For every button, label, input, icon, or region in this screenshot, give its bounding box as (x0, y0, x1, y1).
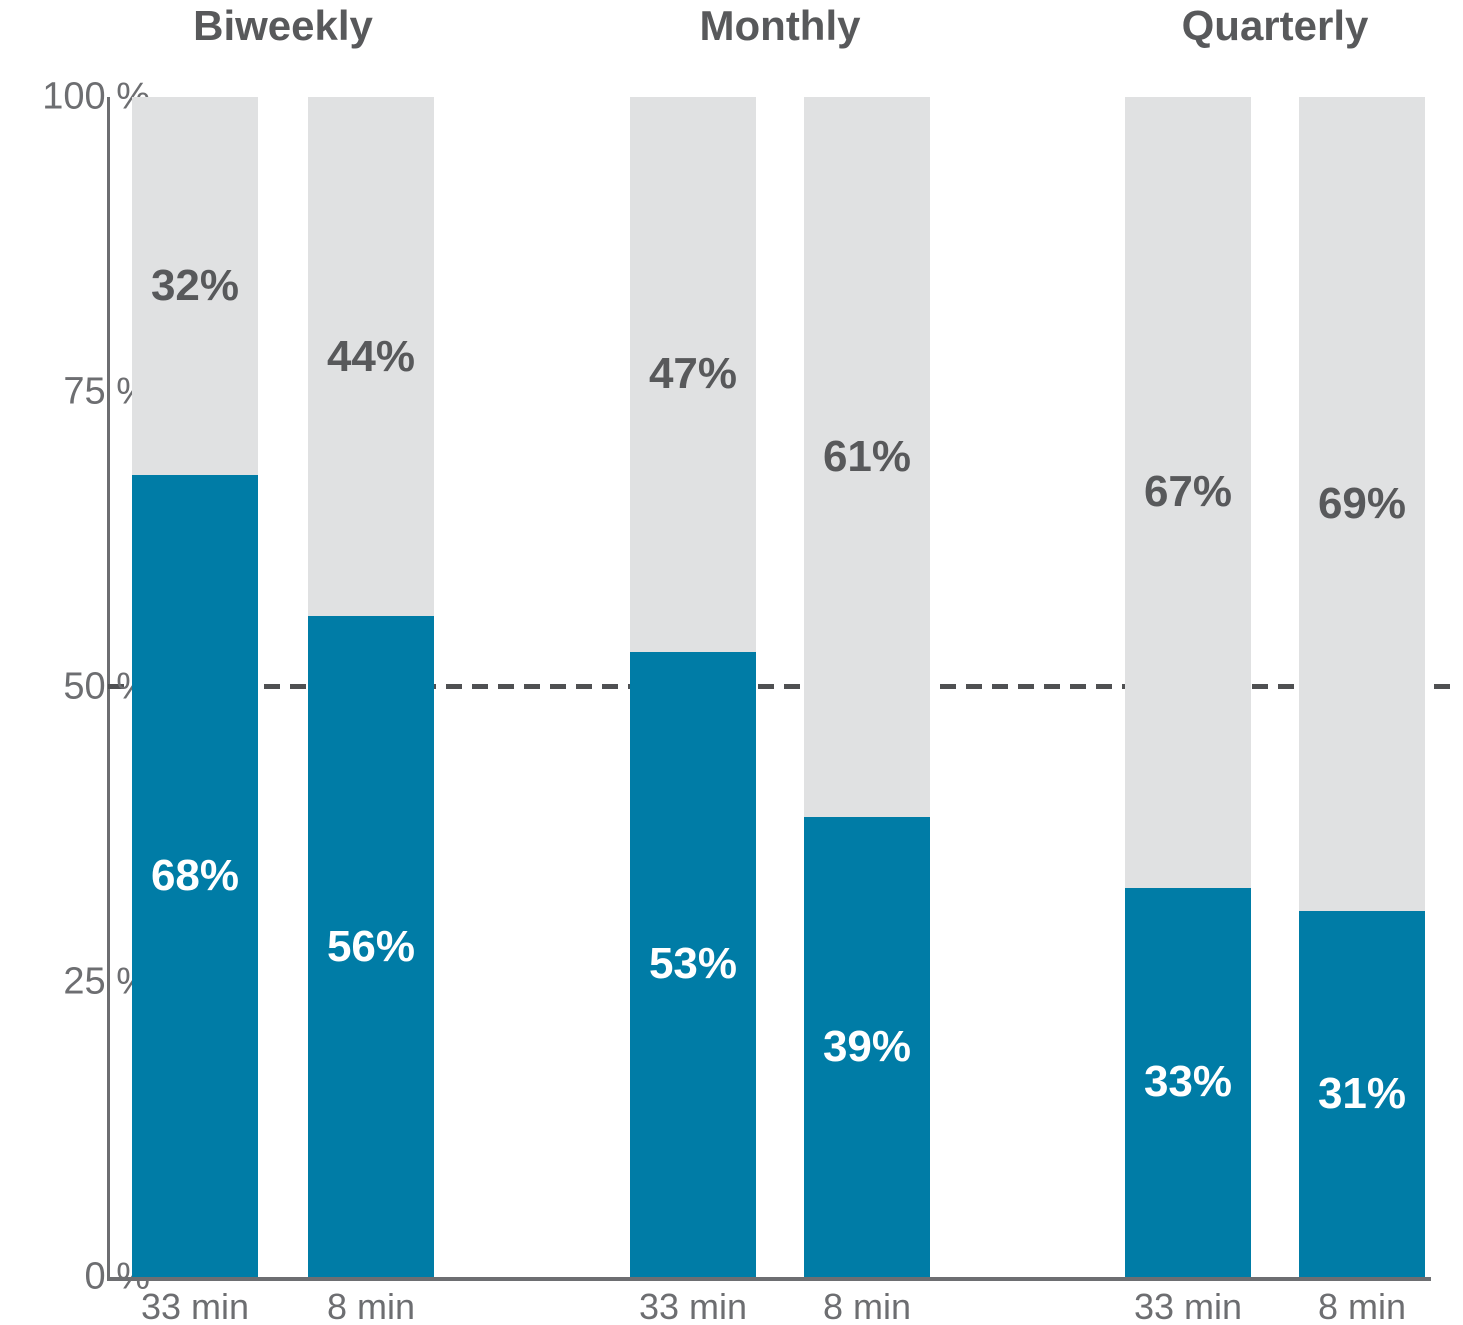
filled-segment-label: 31% (1317, 1069, 1407, 1119)
remainder-segment-label: 47% (648, 349, 738, 399)
remainder-segment-biweekly-8min: 44% (308, 97, 434, 617)
remainder-segment-label: 69% (1317, 479, 1407, 529)
bar-quarterly-8min: 69% 31% (1299, 97, 1425, 1277)
bar-quarterly-33min: 67% 33% (1125, 97, 1251, 1277)
y-tick-label-75: 75 % (63, 370, 150, 413)
remainder-segment-monthly-8min: 61% (804, 97, 930, 817)
remainder-segment-label: 44% (326, 331, 416, 381)
x-axis-label-monthly-8min: 8 min (822, 1286, 912, 1325)
group-title-quarterly: Quarterly (1181, 2, 1369, 49)
bar-biweekly-33min: 32% 68% (132, 97, 258, 1277)
x-axis-label-quarterly-8min: 8 min (1317, 1286, 1407, 1325)
y-tick-label-100: 100 % (42, 75, 150, 118)
y-tick-label-0: 0 % (84, 1255, 150, 1298)
bar-monthly-33min: 47% 53% (630, 97, 756, 1277)
remainder-segment-label: 32% (150, 260, 240, 310)
filled-segment-label: 68% (150, 850, 240, 900)
y-tick-label-25: 25 % (63, 960, 150, 1003)
remainder-segment-quarterly-33min: 67% (1125, 97, 1251, 888)
x-axis-label-quarterly-33min: 33 min (1133, 1286, 1243, 1325)
remainder-segment-label: 67% (1143, 467, 1233, 517)
filled-segment-label: 39% (822, 1021, 912, 1071)
filled-segment-biweekly-8min: 56% (308, 616, 434, 1277)
filled-segment-monthly-33min: 53% (630, 651, 756, 1277)
group-title-monthly: Monthly (699, 2, 861, 49)
remainder-segment-monthly-33min: 47% (630, 97, 756, 652)
remainder-segment-quarterly-8min: 69% (1299, 97, 1425, 912)
remainder-segment-biweekly-33min: 32% (132, 97, 258, 475)
filled-segment-label: 56% (326, 921, 416, 971)
filled-segment-quarterly-33min: 33% (1125, 887, 1251, 1277)
filled-segment-label: 33% (1143, 1057, 1233, 1107)
filled-segment-label: 53% (648, 939, 738, 989)
reference-line-50-percent (108, 684, 1458, 689)
filled-segment-monthly-8min: 39% (804, 816, 930, 1277)
group-title-biweekly: Biweekly (193, 2, 373, 49)
y-tick-label-50: 50 % (63, 665, 150, 708)
bar-biweekly-8min: 44% 56% (308, 97, 434, 1277)
x-axis-label-biweekly-8min: 8 min (326, 1286, 416, 1325)
x-axis-label-monthly-33min: 33 min (638, 1286, 748, 1325)
remainder-segment-label: 61% (822, 431, 912, 481)
filled-segment-quarterly-8min: 31% (1299, 911, 1425, 1277)
filled-segment-biweekly-33min: 68% (132, 474, 258, 1277)
x-axis-label-biweekly-33min: 33 min (140, 1286, 250, 1325)
bar-monthly-8min: 61% 39% (804, 97, 930, 1277)
x-axis-line (107, 1277, 1431, 1281)
